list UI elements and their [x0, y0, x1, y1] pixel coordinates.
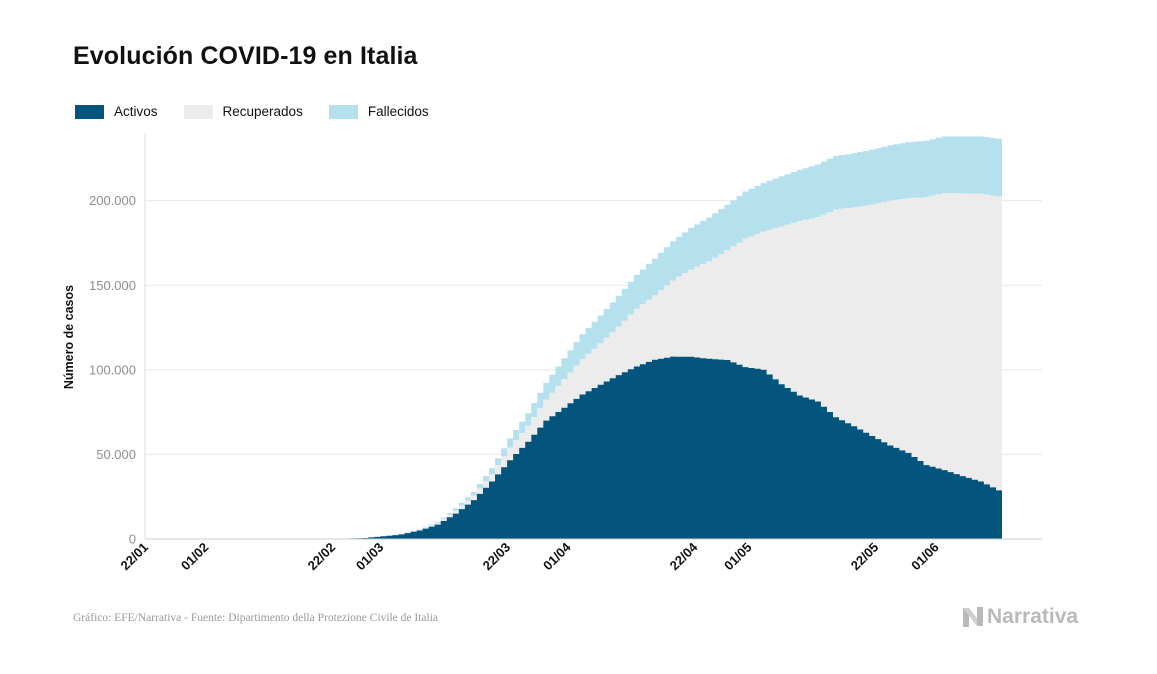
y-tick-label: 200.000: [89, 193, 136, 208]
x-tick-label: 22/04: [667, 539, 701, 573]
legend-label-fallecidos: Fallecidos: [367, 104, 429, 119]
x-tick-label: 22/02: [305, 540, 339, 574]
x-tick-label: 22/05: [848, 540, 882, 574]
x-tick-label: 01/06: [908, 540, 942, 574]
y-tick-label: 150.000: [89, 278, 136, 293]
legend-swatch-activos: [75, 104, 104, 119]
series-area-recuperados: [289, 193, 1002, 539]
legend-label-activos: Activos: [114, 104, 158, 119]
x-tick-label: 01/02: [178, 540, 212, 574]
axes: [144, 133, 1042, 540]
y-tick-label: 100.000: [89, 362, 136, 377]
brand-name: Narrativa: [987, 605, 1079, 628]
chart-title: Evolución COVID-19 en Italia: [73, 42, 418, 70]
x-tick-label: 01/05: [721, 540, 755, 574]
y-tick-label: 50.000: [96, 447, 136, 462]
x-tick-label: 22/01: [118, 540, 152, 574]
legend-label-recuperados: Recuperados: [222, 104, 303, 119]
legend-swatch-fallecidos: [328, 104, 358, 119]
legend-item-activos: Activos: [75, 104, 158, 119]
y-axis-label: Número de casos: [62, 285, 76, 389]
x-tick-label: 01/03: [353, 540, 387, 574]
source-note: Gráfico: EFE/Narrativa - Fuente: Diparti…: [73, 612, 439, 624]
legend-item-recuperados: Recuperados: [183, 104, 303, 119]
narrativa-logo-icon: [963, 607, 983, 627]
y-tick-labels: 0 50.000 100.000 150.000 200.000: [89, 193, 136, 546]
chart-legend: Activos Recuperados Fallecidos: [75, 104, 455, 119]
x-tick-label: 01/04: [540, 539, 574, 573]
legend-swatch-recuperados: [183, 104, 213, 119]
y-tick-label: 0: [129, 532, 136, 547]
x-tick-labels: 22/01 01/02 22/02 01/03 22/03 01/04 22/04 01/05…: [118, 539, 942, 573]
x-tick-label: 22/03: [480, 540, 514, 574]
series-area-fallecidos: [289, 136, 1002, 539]
series-areas: [289, 136, 1002, 539]
legend-item-fallecidos: Fallecidos: [328, 104, 429, 119]
narrativa-logo: Narrativa: [962, 605, 1078, 629]
series-area-activos: [289, 356, 1002, 539]
